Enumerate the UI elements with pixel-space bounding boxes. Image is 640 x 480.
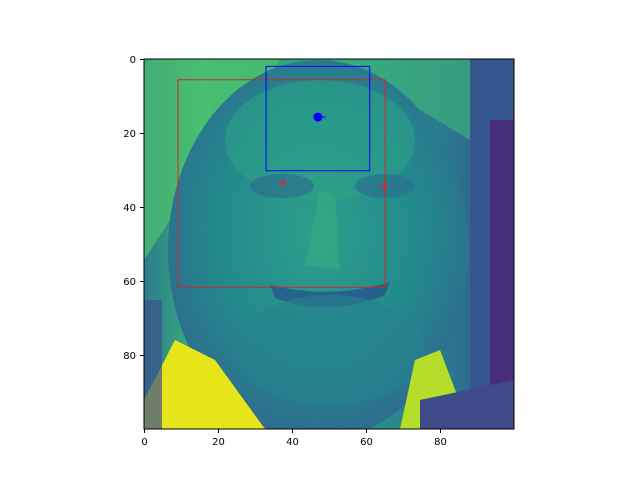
red-marker bbox=[380, 182, 389, 191]
x-tick-label: 60 bbox=[360, 437, 373, 448]
y-tick-label: 0 bbox=[130, 55, 136, 66]
red-marker bbox=[278, 178, 287, 187]
y-tick-label: 20 bbox=[123, 129, 136, 140]
plot-frame bbox=[143, 58, 515, 430]
y-tick-label: 60 bbox=[123, 277, 136, 288]
y-tick-label: 80 bbox=[123, 351, 136, 362]
y-tick-label: 40 bbox=[123, 203, 136, 214]
x-tick-label: 20 bbox=[212, 437, 225, 448]
x-tick-label: 40 bbox=[286, 437, 299, 448]
x-axis-ticks: 0 20 40 60 80 bbox=[141, 429, 447, 448]
red-marker-layer bbox=[278, 178, 389, 191]
y-axis-ticks: 0 20 40 60 80 bbox=[123, 55, 144, 362]
face-image bbox=[144, 59, 514, 429]
x-tick-label: 80 bbox=[434, 437, 447, 448]
x-tick-label: 0 bbox=[141, 437, 147, 448]
blue-bounding-box bbox=[265, 65, 371, 172]
